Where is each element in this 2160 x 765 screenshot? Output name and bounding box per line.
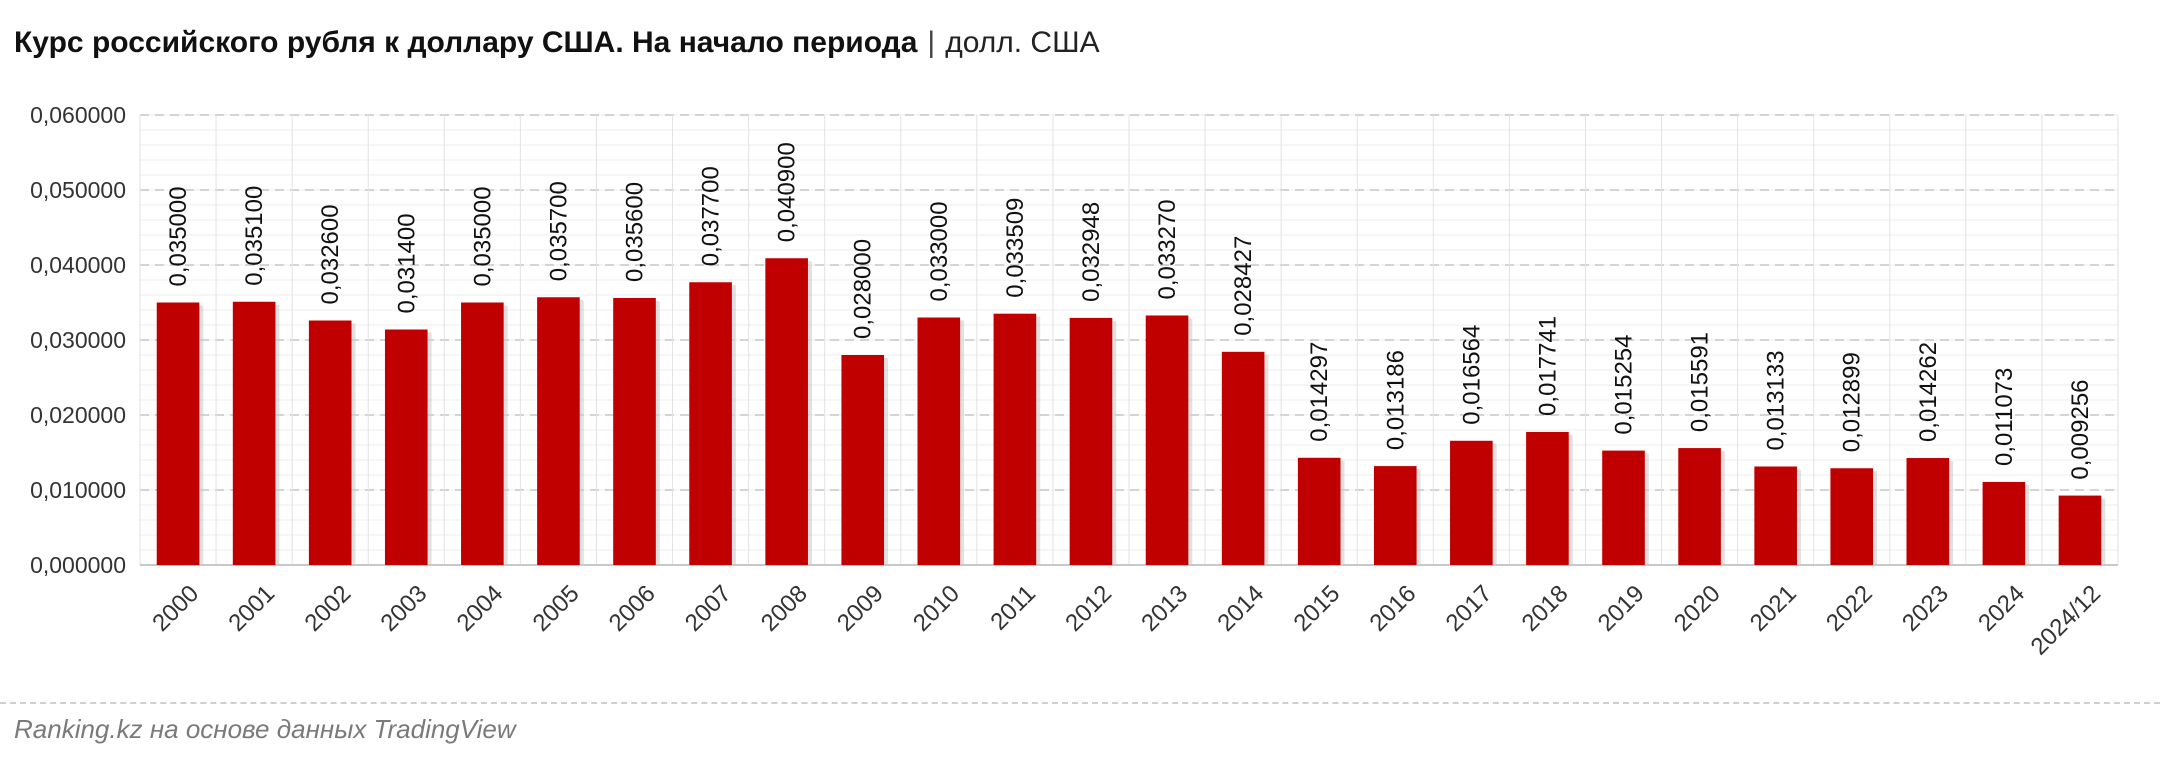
x-tick-label: 2024 [1973, 580, 2030, 637]
x-tick-label: 2023 [1897, 580, 1954, 637]
data-label: 0,035000 [469, 186, 496, 286]
bars [156, 258, 2106, 565]
x-tick-label: 2003 [376, 580, 433, 637]
bar [1754, 466, 1797, 565]
data-label: 0,035700 [545, 181, 572, 281]
x-tick-label: 2012 [1060, 580, 1117, 637]
title-separator: | [927, 26, 936, 59]
x-tick-label: 2016 [1365, 580, 1422, 637]
bar [1526, 431, 1569, 565]
y-tick-label: 0,040000 [30, 252, 126, 278]
data-label: 0,028000 [850, 239, 877, 339]
x-tick-label: 2006 [604, 580, 661, 637]
data-label: 0,040900 [774, 142, 801, 242]
bar [308, 320, 352, 565]
x-tick-label: 2005 [528, 580, 585, 637]
y-tick-label: 0,030000 [30, 327, 126, 353]
data-label: 0,012899 [1839, 352, 1866, 452]
y-tick-label: 0,000000 [30, 552, 126, 578]
x-tick-label: 2000 [147, 580, 204, 637]
data-label: 0,035600 [622, 182, 649, 282]
bar [461, 302, 504, 565]
data-label: 0,013186 [1382, 350, 1409, 450]
value-labels: 0,035000 0,035100 0,032600 0,031400 0,035000… [165, 142, 2094, 479]
data-label: 0,017741 [1534, 316, 1561, 416]
y-tick-label: 0,060000 [30, 102, 126, 128]
bar-chart: 0,000000 0,010000 0,020000 0,030000 0,040000… [30, 102, 2119, 660]
bar [613, 298, 656, 565]
bar [1906, 458, 1950, 565]
bar [1145, 315, 1189, 565]
data-label: 0,033270 [1154, 199, 1181, 299]
source-note: Ranking.kz на основе данных TradingView [14, 714, 516, 744]
x-tick-label: 2021 [1745, 580, 1802, 637]
x-tick-label: 2011 [985, 580, 1041, 636]
footer-divider [0, 702, 2160, 704]
data-label: 0,014262 [1915, 342, 1942, 442]
data-label: 0,016564 [1458, 325, 1485, 425]
bar [1297, 457, 1341, 565]
data-label: 0,015254 [1611, 334, 1638, 434]
x-tick-label: 2008 [756, 580, 813, 637]
data-label: 0,009256 [2067, 379, 2094, 479]
bar [537, 297, 580, 565]
x-tick-label: 2020 [1669, 580, 1726, 637]
bar [2058, 495, 2102, 565]
data-label: 0,035000 [165, 186, 192, 286]
y-tick-label: 0,010000 [30, 477, 126, 503]
y-tick-label: 0,020000 [30, 402, 126, 428]
bar [993, 313, 1037, 565]
y-axis-ticks: 0,000000 0,010000 0,020000 0,030000 0,040000… [30, 102, 126, 578]
data-label: 0,032948 [1078, 202, 1105, 302]
data-label: 0,037700 [698, 166, 725, 266]
x-tick-label: 2017 [1441, 580, 1498, 637]
bar [1373, 466, 1417, 565]
data-label: 0,032600 [317, 204, 344, 304]
bar [1830, 468, 1874, 565]
x-tick-label: 2024/12 [2026, 580, 2106, 660]
x-tick-label: 2014 [1212, 580, 1269, 637]
x-tick-label: 2022 [1821, 580, 1878, 637]
x-tick-label: 2015 [1288, 580, 1345, 637]
chart-title-row: Курс российского рубля к доллару США. На… [14, 26, 1100, 60]
bar [1221, 351, 1265, 565]
bar [917, 317, 961, 565]
bar [765, 258, 808, 565]
x-tick-label: 2002 [299, 580, 356, 637]
x-tick-label: 2019 [1593, 580, 1650, 637]
bar [841, 355, 885, 565]
bar [1450, 440, 1493, 565]
bar [1602, 450, 1645, 565]
data-label: 0,033000 [926, 201, 953, 301]
data-label: 0,031400 [393, 213, 420, 313]
bar [1982, 481, 2026, 565]
bar [232, 301, 276, 565]
x-tick-label: 2001 [223, 580, 280, 637]
data-label: 0,014297 [1306, 342, 1333, 442]
bar [1069, 317, 1113, 565]
y-tick-label: 0,050000 [30, 177, 126, 203]
x-axis-ticks: 2000 2001 2002 2003 2004 2005 2006 2007 2008 2009… [147, 580, 2106, 660]
data-label: 0,028427 [1230, 236, 1257, 336]
x-tick-label: 2010 [908, 580, 965, 637]
data-label: 0,011073 [1991, 368, 2018, 466]
bar [689, 282, 732, 565]
bar [156, 302, 200, 565]
x-tick-label: 2013 [1136, 580, 1193, 637]
data-label: 0,013133 [1763, 350, 1790, 450]
bar [1678, 448, 1721, 565]
x-tick-label: 2004 [452, 580, 509, 637]
x-tick-label: 2009 [832, 580, 889, 637]
bar [384, 329, 428, 565]
data-label: 0,015591 [1687, 332, 1714, 432]
chart-title: Курс российского рубля к доллару США. На… [14, 26, 918, 59]
data-label: 0,033509 [1002, 198, 1029, 298]
data-label: 0,035100 [241, 186, 268, 286]
grid-layer [139, 114, 2119, 566]
chart-unit: долл. США [945, 26, 1100, 59]
x-tick-label: 2007 [680, 580, 737, 637]
x-tick-label: 2018 [1517, 580, 1574, 637]
